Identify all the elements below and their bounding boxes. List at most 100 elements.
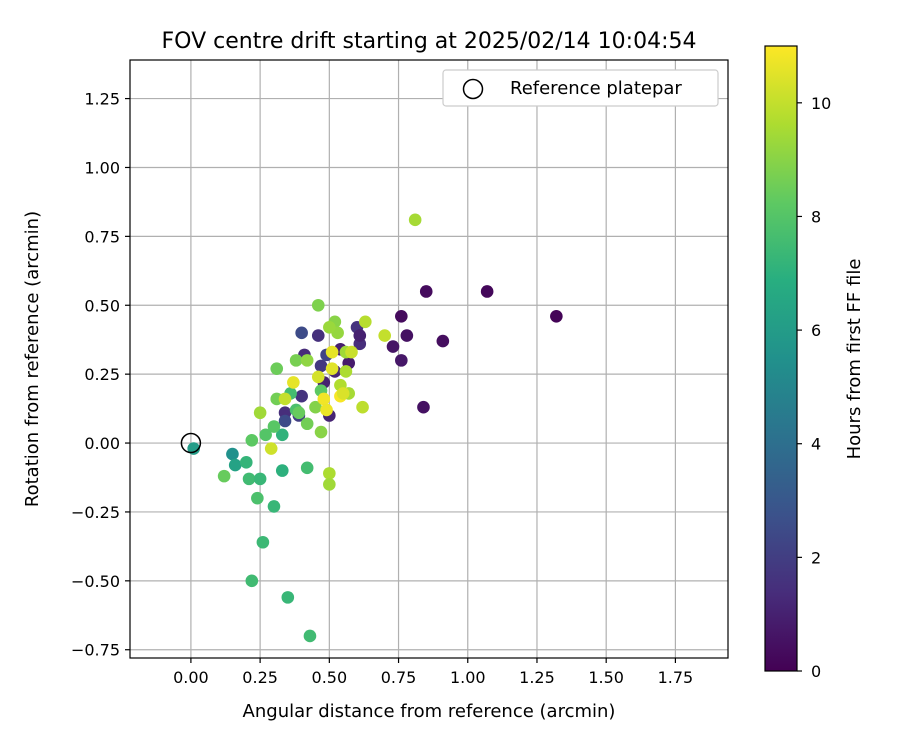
x-tick-label: 1.50	[588, 668, 624, 687]
scatter-point	[300, 417, 314, 431]
scatter-point	[314, 359, 328, 373]
y-tick-label: 1.00	[84, 158, 120, 177]
x-tick-label: 1.75	[658, 668, 694, 687]
y-tick-label: 0.00	[84, 434, 120, 453]
data-points	[187, 213, 563, 643]
scatter-point	[264, 442, 278, 455]
scatter-point	[267, 420, 281, 433]
x-tick-label: 1.00	[450, 668, 486, 687]
x-tick-label: 0.75	[381, 668, 417, 687]
scatter-point	[253, 472, 267, 486]
scatter-point	[267, 500, 281, 513]
scatter-point	[253, 406, 267, 420]
scatter-point	[417, 400, 430, 414]
scatter-point	[359, 315, 372, 329]
scatter-point	[251, 491, 264, 505]
scatter-point	[309, 400, 322, 414]
colorbar-tick-label: 0	[811, 662, 821, 681]
scatter-point	[281, 591, 295, 604]
scatter-point	[300, 461, 314, 475]
grid-lines	[130, 60, 728, 658]
scatter-point	[242, 472, 256, 486]
legend: Reference platepar	[442, 69, 719, 107]
legend-label: Reference platepar	[510, 78, 682, 99]
scatter-point	[395, 309, 408, 323]
colorbar-tick-label: 4	[811, 435, 821, 454]
scatter-point	[275, 428, 289, 442]
scatter-point	[256, 535, 270, 549]
scatter-point	[323, 467, 336, 480]
y-tick-label: −0.50	[71, 572, 120, 591]
colorbar-label: Hours from first FF file	[844, 259, 865, 460]
scatter-point	[320, 403, 333, 417]
colorbar-tick-label: 6	[811, 321, 821, 340]
scatter-point	[259, 428, 272, 442]
scatter-point	[325, 345, 339, 359]
scatter-point	[300, 354, 314, 367]
scatter-point	[278, 414, 292, 428]
scatter-point	[480, 285, 494, 298]
legend-box	[442, 69, 719, 107]
x-tick-label: 0.00	[173, 668, 209, 687]
y-tick-label: −0.25	[71, 503, 120, 522]
scatter-point	[336, 387, 350, 400]
scatter-point	[311, 298, 325, 312]
scatter-point	[317, 392, 331, 406]
x-axis-label: Angular distance from reference (arcmin)	[243, 701, 616, 722]
scatter-point	[323, 478, 336, 491]
scatter-point	[356, 400, 369, 414]
scatter-point	[400, 329, 414, 342]
scatter-point	[378, 329, 392, 342]
colorbar-ticks: 0 2 4 6 8 10	[797, 94, 831, 681]
scatter-point	[245, 574, 259, 588]
scatter-point	[323, 321, 336, 334]
scatter-point	[226, 447, 239, 461]
scatter-point	[275, 464, 289, 477]
scatter-point	[278, 392, 292, 406]
x-tick-label: 0.25	[242, 668, 278, 687]
scatter-point	[228, 458, 242, 472]
y-tick-label: 1.25	[84, 90, 120, 109]
y-tick-label: −0.75	[71, 641, 120, 660]
scatter-point	[289, 354, 303, 367]
colorbar: 0 2 4 6 8 10 Hours from first FF file	[764, 45, 865, 681]
colorbar-tick-label: 10	[811, 94, 831, 113]
scatter-point	[436, 334, 450, 348]
chart-title: FOV centre drift starting at 2025/02/14 …	[162, 29, 697, 54]
x-tick-label: 0.50	[312, 668, 348, 687]
x-axis-ticks: 0.00 0.25 0.50 0.75 1.00 1.25 1.50 1.75	[173, 658, 693, 687]
scatter-point	[295, 326, 308, 340]
scatter-point	[292, 406, 306, 420]
scatter-point	[419, 285, 433, 298]
scatter-point	[270, 362, 284, 375]
scatter-point	[353, 329, 367, 342]
x-tick-label: 1.25	[519, 668, 555, 687]
legend-marker-icon	[462, 78, 484, 100]
colorbar-tick-label: 8	[811, 207, 821, 226]
scatter-point	[287, 376, 300, 389]
scatter-point	[311, 370, 325, 384]
colorbar-gradient	[764, 45, 798, 672]
scatter-point	[339, 365, 353, 378]
y-axis-label: Rotation from reference (arcmin)	[22, 211, 43, 507]
scatter-point	[314, 425, 328, 439]
scatter-point	[408, 213, 422, 227]
y-tick-label: 0.25	[84, 365, 120, 384]
scatter-point	[345, 345, 358, 359]
scatter-point	[395, 354, 408, 367]
reference-platepar-marker	[180, 432, 202, 454]
scatter-point	[311, 329, 325, 342]
plot-frame	[129, 59, 729, 659]
scatter-point	[187, 442, 200, 455]
scatter-point	[239, 456, 253, 469]
colorbar-tick-label: 2	[811, 548, 821, 567]
scatter-point	[245, 433, 259, 447]
y-tick-label: 0.50	[84, 296, 120, 315]
scatter-point	[303, 629, 317, 643]
scatter-point	[295, 389, 308, 403]
scatter-point	[217, 469, 231, 483]
y-axis-ticks: −0.75 −0.50 −0.25 0.00 0.25 0.50 0.75 1.00 1.25	[71, 90, 130, 660]
y-tick-label: 0.75	[84, 227, 120, 246]
scatter-point	[550, 309, 563, 323]
